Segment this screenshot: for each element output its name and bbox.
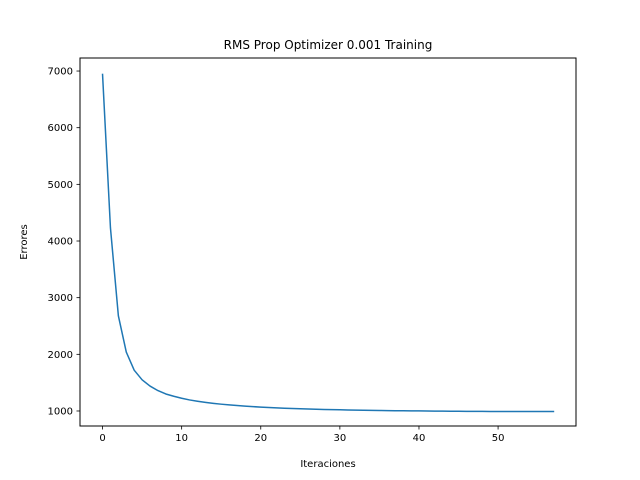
x-tick-label: 50: [492, 433, 505, 444]
y-tick-label: 5000: [48, 180, 73, 191]
y-tick-label: 1000: [48, 406, 73, 417]
x-tick-label: 10: [175, 433, 188, 444]
plot-frame: [79, 57, 577, 427]
y-tick-label: 7000: [48, 67, 73, 78]
y-tick-label: 2000: [48, 350, 73, 361]
x-tick-label: 20: [254, 433, 267, 444]
x-tick-label: 30: [333, 433, 346, 444]
y-tick-label: 6000: [48, 123, 73, 134]
x-axis-title: Iteraciones: [300, 459, 355, 470]
y-tick-label: 4000: [48, 237, 73, 248]
plot-area: 0 10 20 30 40 50 1000 2000 3000 4000 5000 6000 7000: [48, 67, 555, 444]
x-tick-label: 0: [99, 433, 105, 444]
chart-title: RMS Prop Optimizer 0.001 Training: [224, 38, 433, 52]
series-line-0: [101, 73, 555, 413]
x-tick-label: 40: [413, 433, 426, 444]
y-axis-title: Errores: [19, 224, 30, 260]
y-tick-label: 3000: [48, 293, 73, 304]
